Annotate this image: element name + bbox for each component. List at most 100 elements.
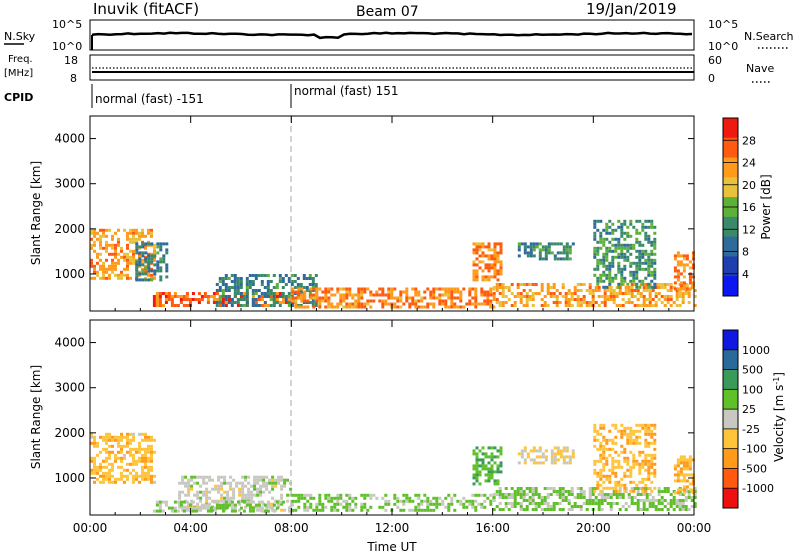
scatter-cell	[214, 487, 218, 491]
scatter-cell	[608, 273, 612, 277]
scatter-cell	[522, 289, 526, 292]
scatter-cell	[559, 242, 563, 246]
scatter-cell	[638, 480, 642, 484]
scatter-cell	[608, 447, 612, 451]
scatter-cell	[654, 295, 658, 298]
scatter-cell	[641, 480, 645, 484]
scatter-cell	[510, 496, 514, 499]
scatter-cell	[682, 464, 686, 468]
scatter-cell	[256, 487, 260, 491]
scatter-cell	[576, 505, 580, 508]
scatter-cell	[605, 231, 609, 235]
scatter-cell	[156, 245, 160, 249]
scatter-cell	[272, 301, 276, 304]
scatter-cell	[230, 503, 234, 507]
scatter-cell	[206, 298, 210, 301]
scatter-cell	[102, 246, 105, 250]
scatter-cell	[256, 475, 260, 479]
scatter-cell	[245, 301, 249, 304]
scatter-cell	[486, 302, 490, 306]
scatter-cell	[632, 279, 636, 283]
scatter-cell	[381, 299, 385, 303]
scatter-cell	[102, 264, 105, 268]
scatter-cell	[568, 257, 572, 261]
scatter-cell	[490, 458, 494, 462]
scatter-cell	[274, 481, 278, 485]
scatter-cell	[114, 459, 117, 463]
scatter-cell	[247, 487, 251, 491]
scatter-cell	[576, 493, 580, 496]
scatter-cell	[663, 283, 667, 286]
scatter-cell	[672, 301, 676, 304]
scatter-cell	[535, 449, 539, 453]
scatter-cell	[208, 490, 212, 494]
scatter-cell	[603, 289, 607, 292]
scatter-cell	[266, 304, 270, 307]
scatter-cell	[606, 295, 610, 298]
scatter-cell	[688, 266, 692, 270]
scatter-cell	[599, 483, 603, 487]
scatter-cell	[150, 234, 153, 238]
scatter-cell	[570, 295, 574, 298]
scatter-cell	[284, 295, 288, 298]
scatter-cell	[493, 272, 497, 276]
scatter-cell	[111, 480, 114, 484]
scatter-cell	[254, 304, 258, 307]
scatter-cell	[605, 474, 609, 478]
scatter-cell	[496, 479, 500, 483]
scatter-cell	[636, 304, 640, 307]
scatter-cell	[221, 280, 225, 283]
scatter-cell	[599, 441, 603, 445]
scatter-cell	[642, 304, 646, 307]
velocity-colorbar-frame	[722, 329, 739, 509]
scatter-cell	[351, 302, 355, 306]
scatter-cell	[614, 483, 618, 487]
scatter-cell	[459, 499, 463, 503]
scatter-cell	[679, 284, 683, 288]
scatter-cell	[132, 435, 135, 439]
scatter-cell	[669, 499, 673, 502]
scatter-cell	[546, 487, 550, 490]
scatter-cell	[529, 251, 533, 255]
scatter-cell	[602, 453, 606, 457]
scatter-cell	[564, 292, 568, 295]
scatter-cell	[675, 295, 679, 298]
scatter-cell	[612, 502, 616, 505]
scatter-cell	[645, 289, 649, 292]
scatter-cell	[426, 505, 430, 509]
scatter-cell	[290, 503, 294, 507]
scatter-cell	[623, 276, 627, 280]
scatter-cell	[126, 267, 129, 271]
scatter-cell	[568, 461, 572, 465]
scatter-cell	[688, 482, 692, 486]
scatter-cell	[498, 286, 502, 289]
scatter-cell	[196, 490, 200, 494]
scatter-cell	[378, 299, 382, 303]
scatter-cell	[435, 502, 439, 506]
scatter-cell	[602, 240, 606, 244]
scatter-cell	[336, 508, 340, 512]
scatter-cell	[550, 455, 554, 459]
scatter-cell	[653, 447, 657, 451]
scatter-cell	[138, 441, 141, 445]
scatter-cell	[220, 487, 224, 491]
scatter-cell	[621, 496, 625, 499]
scatter-cell	[366, 299, 370, 303]
scatter-cell	[605, 477, 609, 481]
scatter-cell	[432, 296, 436, 300]
scatter-cell	[387, 293, 391, 297]
scatter-cell	[144, 462, 147, 466]
scatter-cell	[615, 304, 619, 307]
scatter-cell	[215, 301, 219, 304]
scatter-cell	[102, 267, 105, 271]
scatter-cell	[117, 261, 120, 265]
scatter-cell	[247, 490, 251, 494]
scatter-cell	[541, 245, 545, 249]
scatter-cell	[384, 299, 388, 303]
scatter-cell	[321, 502, 325, 506]
scatter-cell	[600, 295, 604, 298]
scatter-cell	[333, 508, 337, 512]
scatter-cell	[281, 298, 285, 301]
scatter-cell	[618, 493, 622, 496]
scatter-cell	[647, 468, 651, 472]
